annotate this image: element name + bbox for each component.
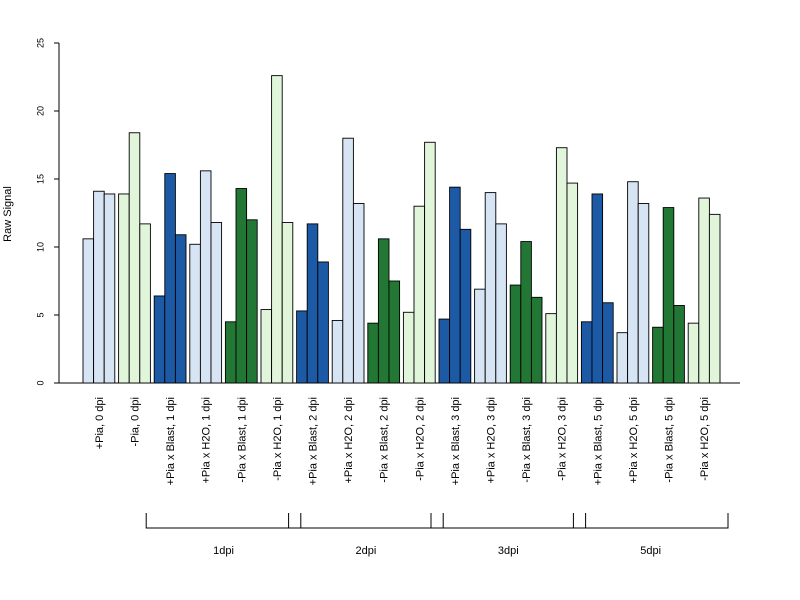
bar [367, 322, 379, 384]
bar [509, 284, 522, 384]
bar [306, 223, 319, 384]
bar [616, 332, 629, 384]
bars [82, 75, 721, 384]
bar [271, 75, 283, 384]
category-label: -Pia x H2O, 1 dpi [272, 397, 284, 481]
y-axis-title: Raw Signal [2, 186, 14, 242]
bar [673, 305, 685, 384]
y-tick-label: 15 [35, 174, 45, 184]
bar [388, 280, 401, 384]
bar [449, 186, 461, 384]
bar [474, 288, 486, 384]
bar [331, 319, 344, 384]
bar [602, 302, 614, 384]
group-label: 1dpi [213, 545, 234, 557]
bar [652, 326, 664, 384]
category-label: +Pia x Blast, 1 dpi [165, 397, 177, 485]
category-label: +Pia x H2O, 3 dpi [486, 397, 498, 484]
bar [637, 203, 650, 384]
bar [708, 213, 721, 384]
bar [580, 321, 593, 384]
bar [520, 241, 532, 384]
bar [93, 190, 105, 384]
category-label: -Pia x Blast, 1 dpi [236, 397, 248, 483]
bar [698, 197, 710, 384]
group-label: 5dpi [640, 545, 661, 557]
bar [627, 181, 639, 384]
bar [530, 296, 543, 384]
category-label: +Pia x H2O, 5 dpi [628, 397, 640, 484]
category-label: -Pia x H2O, 3 dpi [557, 397, 569, 481]
bar [281, 222, 294, 384]
y-axis: 0 5 10 15 20 25 [35, 38, 60, 386]
bar [459, 228, 472, 384]
y-tick-label: 20 [35, 106, 45, 116]
category-label: +Pia x Blast, 2 dpi [308, 397, 320, 485]
bar [210, 222, 223, 384]
category-label: +Pia x H2O, 1 dpi [201, 397, 213, 484]
bar [687, 322, 700, 384]
bar [424, 141, 436, 384]
bar [82, 238, 95, 384]
bar [128, 132, 141, 384]
bar [296, 310, 308, 384]
bar [342, 137, 354, 384]
category-label: -Pia x Blast, 3 dpi [521, 397, 533, 483]
group-brackets: 1dpi 2dpi 3dpi 5dpi [145, 513, 729, 557]
group-label: 2dpi [356, 545, 377, 557]
group-bracket [145, 513, 302, 529]
category-label: -Pia x Blast, 5 dpi [664, 397, 676, 483]
bar [352, 203, 365, 384]
bar [545, 313, 557, 384]
y-tick-label: 25 [35, 38, 45, 48]
category-label: -Pia x H2O, 5 dpi [699, 397, 711, 481]
category-label: +Pia x H2O, 2 dpi [343, 397, 355, 484]
bar [377, 238, 390, 384]
y-tick-label: 5 [35, 312, 45, 317]
bar [260, 309, 273, 384]
bar [189, 243, 201, 384]
bar [566, 182, 579, 384]
category-label: +Pia, 0 dpi [94, 397, 106, 449]
group-bracket [572, 513, 729, 529]
bar [484, 192, 497, 384]
bar [174, 234, 187, 384]
bar [118, 193, 130, 384]
bar [317, 261, 329, 384]
bar [495, 223, 507, 384]
group-bracket [288, 513, 444, 529]
category-label: -Pia x Blast, 2 dpi [379, 397, 391, 483]
bar [438, 318, 451, 384]
category-label: +Pia x Blast, 5 dpi [592, 397, 604, 485]
bar [413, 205, 426, 384]
bar [235, 188, 248, 384]
bar [164, 173, 176, 384]
bar [402, 311, 415, 384]
category-label: -Pia x H2O, 2 dpi [414, 397, 426, 481]
bar [224, 321, 237, 384]
bar [139, 223, 151, 384]
bar [153, 295, 166, 384]
bar [555, 147, 568, 384]
category-label: -Pia, 0 dpi [130, 397, 142, 447]
category-labels: +Pia, 0 dpi -Pia, 0 dpi +Pia x Blast, 1 dp… [94, 397, 711, 485]
bar [103, 193, 116, 384]
bar [591, 193, 604, 384]
group-label: 3dpi [498, 545, 519, 557]
bar [199, 170, 212, 384]
y-tick-label: 0 [35, 380, 45, 385]
group-bracket [430, 513, 587, 529]
bar [246, 219, 258, 384]
bar [662, 207, 675, 384]
category-label: +Pia x Blast, 3 dpi [450, 397, 462, 485]
y-tick-label: 10 [35, 242, 45, 252]
